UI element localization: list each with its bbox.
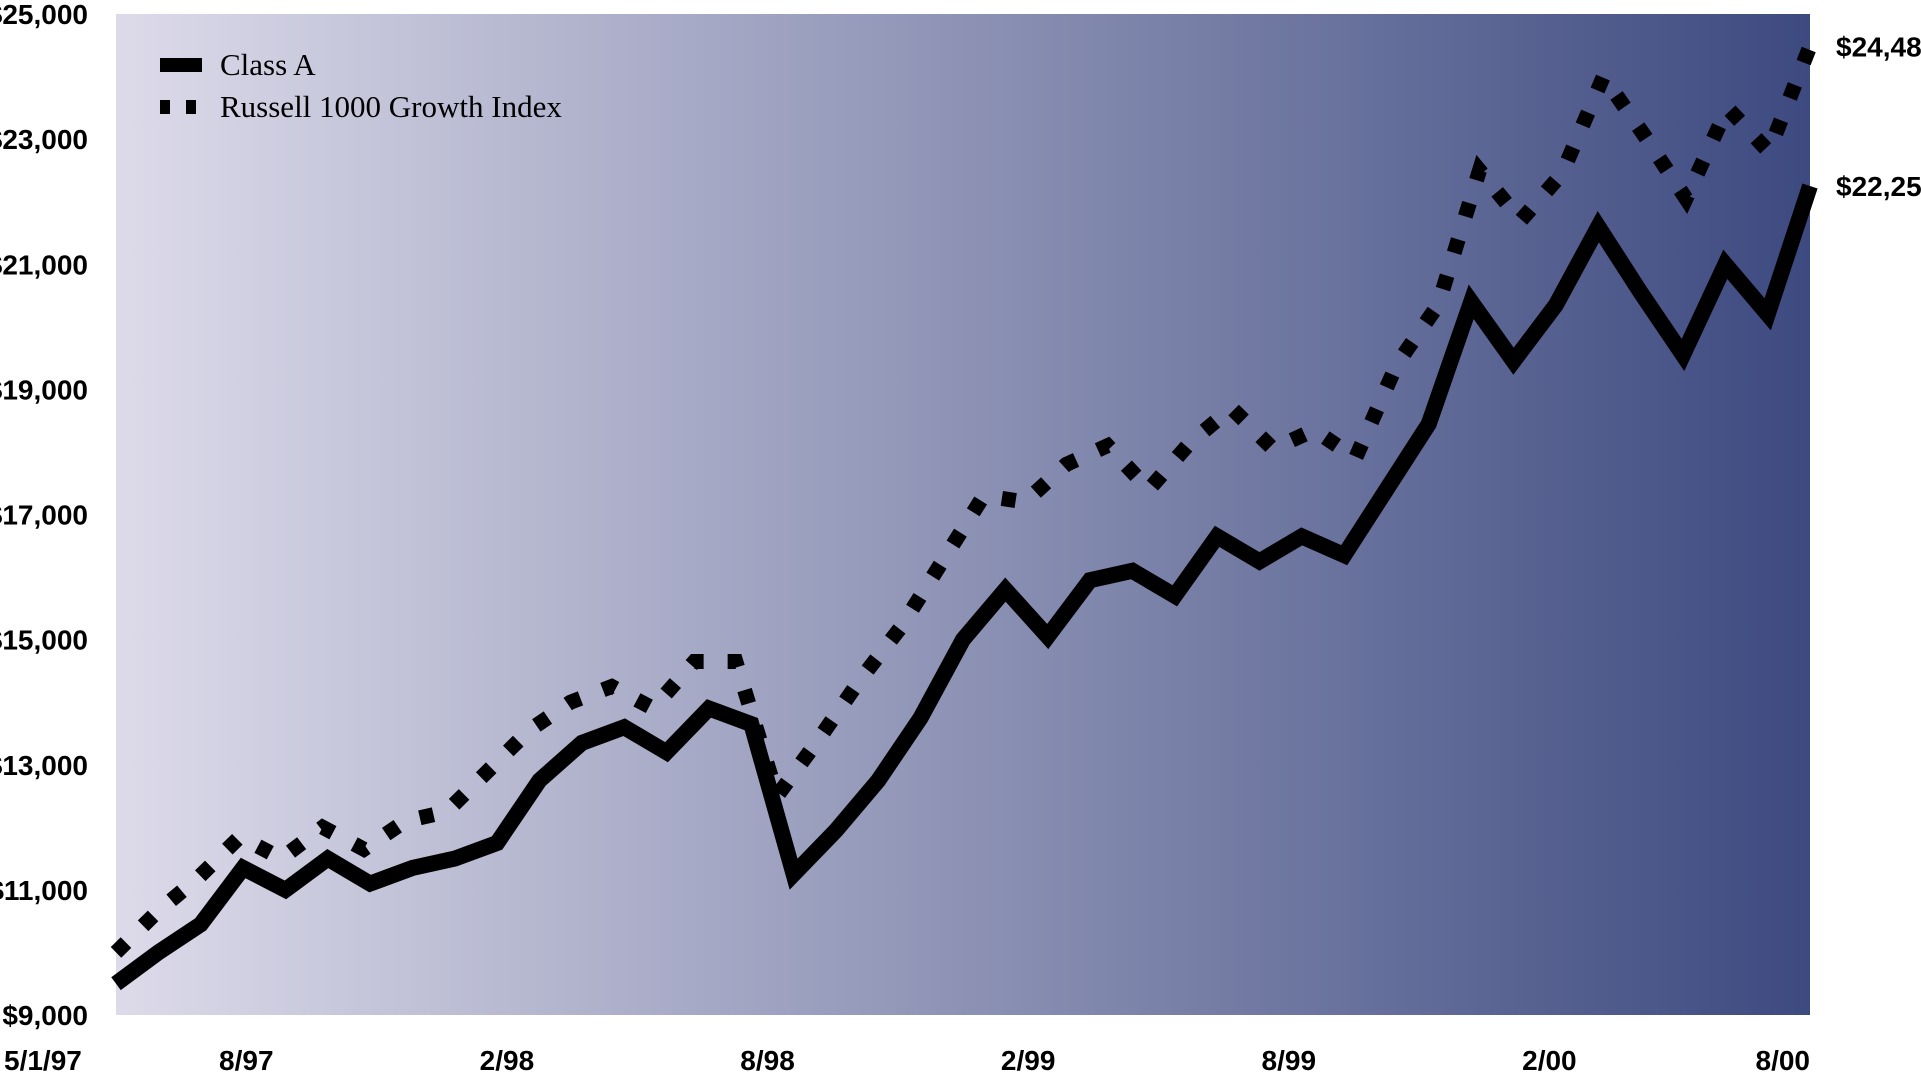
y-tick-label: $11,000 (0, 875, 88, 906)
y-tick-label: $9,000 (2, 1000, 88, 1031)
x-tick-label: 8/00 (1756, 1045, 1811, 1076)
x-tick-label: 2/00 (1522, 1045, 1577, 1076)
y-axis-tick-labels: $9,000 $11,000 $13,000 $15,000 $17,000 $19,00… (0, 0, 88, 1031)
x-tick-label: 2/99 (1001, 1045, 1056, 1076)
x-tick-label: 8/97 (219, 1045, 274, 1076)
y-tick-label: $13,000 (0, 750, 88, 781)
russell-1000-growth-series-line (110, 43, 1817, 958)
x-tick-label: 2/98 (480, 1045, 535, 1076)
x-tick-label: 8/99 (1262, 1045, 1317, 1076)
y-tick-label: $19,000 (0, 374, 88, 405)
class-a-series-line (111, 183, 1818, 991)
class-a-end-value-label: $22,250 (1836, 171, 1921, 202)
legend-label-russell: Russell 1000 Growth Index (220, 89, 562, 124)
legend-label-class-a: Class A (220, 47, 316, 82)
series-layer (110, 43, 1818, 991)
legend: Class A Russell 1000 Growth Index (160, 47, 562, 124)
plot-background (116, 14, 1810, 1015)
russell-end-value-label: $24,484 (1836, 31, 1921, 62)
y-tick-label: $23,000 (0, 124, 88, 155)
y-tick-label: $17,000 (0, 500, 88, 531)
x-axis-tick-labels: 5/1/97 8/97 2/98 8/98 2/99 8/99 2/00 8/00 (4, 1045, 1810, 1076)
x-tick-label: 8/98 (740, 1045, 795, 1076)
y-tick-label: $21,000 (0, 249, 88, 280)
x-tick-label: 5/1/97 (4, 1045, 82, 1076)
y-tick-label: $15,000 (0, 625, 88, 656)
y-tick-label: $25,000 (0, 0, 88, 30)
end-value-labels: $24,484 $22,250 (1836, 31, 1921, 202)
